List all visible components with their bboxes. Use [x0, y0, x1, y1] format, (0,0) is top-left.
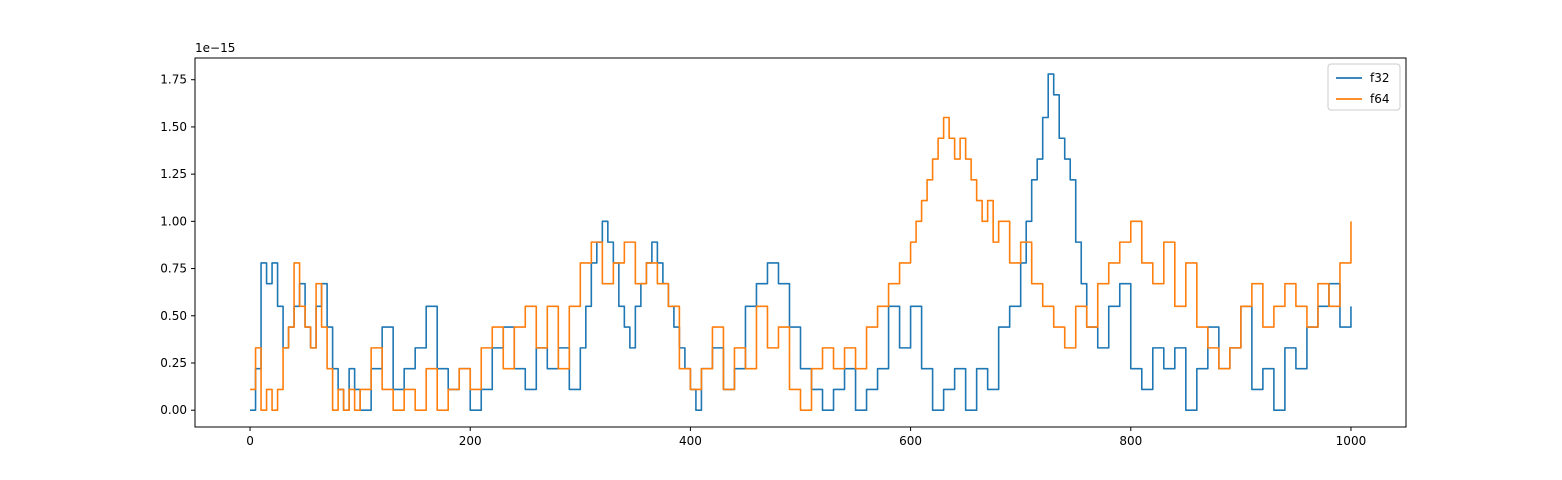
y-tick-label: 1.25: [160, 167, 187, 181]
y-tick-label: 0.75: [160, 262, 187, 276]
y-tick-label: 1.75: [160, 73, 187, 87]
legend-label-f64: f64: [1370, 92, 1390, 106]
y-tick-label: 0.50: [160, 309, 187, 323]
x-tick-label: 600: [899, 434, 922, 448]
series-layer: [250, 73, 1352, 411]
x-tick-label: 200: [459, 434, 482, 448]
y-tick-label: 0.00: [160, 403, 187, 417]
x-tick-label: 400: [679, 434, 702, 448]
legend: f32 f64: [1327, 63, 1401, 111]
x-tick-label: 1000: [1336, 434, 1367, 448]
x-axis: 0 200 400 600 800 1000: [246, 427, 1366, 448]
plot-area-frame: [194, 57, 1407, 428]
y-offset-text: 1e−15: [195, 41, 235, 55]
y-tick-label: 0.25: [160, 356, 187, 370]
x-tick-label: 800: [1119, 434, 1142, 448]
legend-label-f32: f32: [1370, 71, 1390, 85]
x-tick-label: 0: [246, 434, 254, 448]
y-tick-label: 1.50: [160, 120, 187, 134]
series-line-f64: [250, 116, 1352, 411]
y-tick-label: 1.00: [160, 214, 187, 228]
y-axis: 0.00 0.25 0.50 0.75 1.00 1.25 1.50 1.75: [160, 73, 195, 417]
